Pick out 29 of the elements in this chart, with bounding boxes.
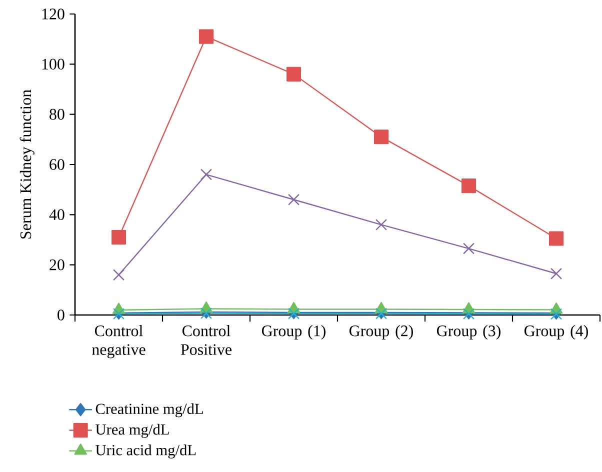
point (286, 66, 302, 82)
point (375, 218, 388, 230)
x-tick-label: Group (3) (436, 325, 500, 340)
point (200, 168, 212, 180)
point (112, 269, 125, 281)
legend-label: Creatinine mg/dL (96, 403, 203, 418)
y-tick-label: 0 (58, 310, 64, 320)
x-tick-label: Group (2) (349, 325, 413, 340)
x-tick-label: Group (1) (262, 325, 326, 340)
point (548, 231, 564, 246)
point (550, 268, 562, 280)
point (198, 29, 214, 44)
legend-label: Uric acid mg/dL (96, 444, 196, 458)
y-tick-label: 40 (49, 209, 64, 220)
point (374, 130, 389, 144)
x-tick-label: Group (4) (524, 325, 588, 340)
point (288, 194, 300, 206)
legend-label: Urea mg/dL (96, 424, 169, 438)
point (461, 178, 476, 194)
x-tick-label: Control negative (92, 325, 146, 358)
y-tick-label: 60 (50, 159, 64, 170)
y-tick-label: 120 (42, 8, 64, 20)
y-tick-label: 100 (42, 58, 64, 70)
y-axis-title: Serum Kidney function (20, 90, 34, 239)
y-tick-label: 20 (50, 259, 64, 270)
point (111, 230, 126, 245)
x-tick-label: Control Positive (180, 325, 232, 355)
point (462, 242, 475, 254)
y-tick-label: 80 (50, 108, 64, 120)
